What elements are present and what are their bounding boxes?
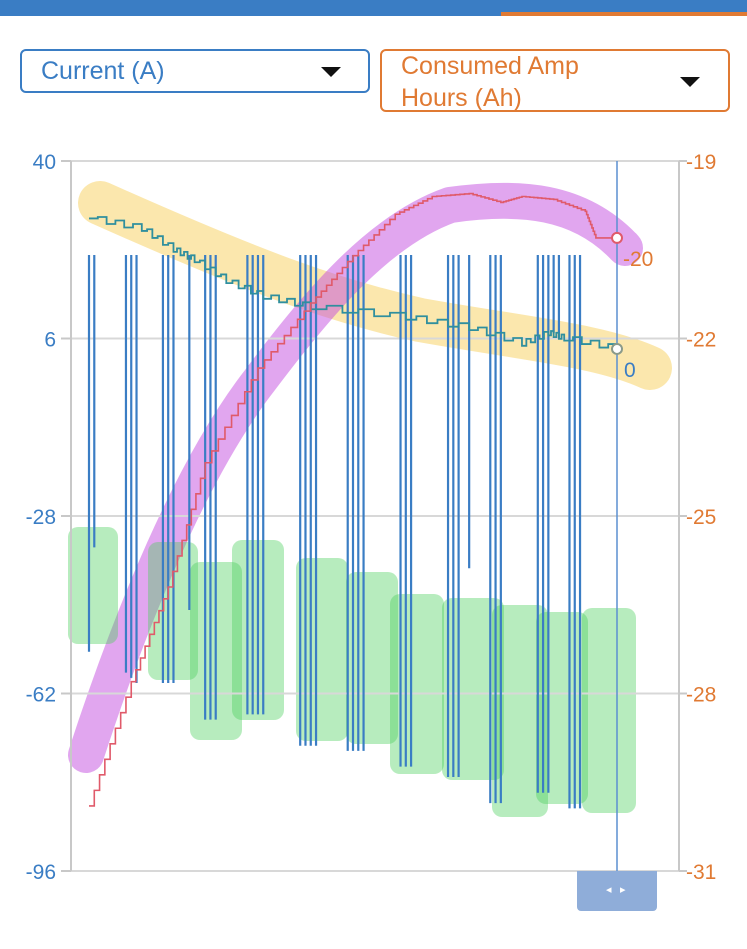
left-axis-tick-label: -62 bbox=[26, 684, 56, 707]
right-axis-selector[interactable]: Consumed Amp Hours (Ah) bbox=[380, 49, 730, 112]
right-axis-tick-label: -22 bbox=[686, 329, 716, 352]
green-highlight-stroke bbox=[390, 594, 444, 774]
right-axis-tick-label: -25 bbox=[686, 506, 716, 529]
yellow-highlight-stroke bbox=[78, 181, 672, 390]
chart-series bbox=[87, 192, 618, 809]
cursor-current-label: 0 bbox=[624, 359, 636, 382]
left-axis-tick-label: -28 bbox=[26, 506, 56, 529]
green-highlight-stroke bbox=[492, 605, 548, 817]
chevron-left-icon: ◂ bbox=[606, 884, 612, 896]
left-axis-selector-label: Current (A) bbox=[41, 57, 165, 85]
right-axis-selector-label: Consumed Amp Hours (Ah) bbox=[401, 52, 579, 112]
cursor-amp-hours-label: -20 bbox=[623, 248, 653, 271]
left-axis-tick-label: 40 bbox=[33, 151, 56, 174]
active-tab-indicator[interactable] bbox=[501, 12, 747, 16]
left-axis-selector[interactable]: Current (A) bbox=[20, 49, 370, 93]
green-highlight-stroke bbox=[582, 608, 636, 813]
green-highlight-stroke bbox=[68, 527, 118, 644]
left-axis-tick-label: -96 bbox=[26, 861, 56, 884]
chevron-right-icon: ▸ bbox=[620, 884, 626, 896]
chart-scroll-handle[interactable]: ◂ ▸ bbox=[577, 871, 657, 911]
cursor-dot-current bbox=[611, 342, 623, 355]
chevron-down-icon bbox=[680, 77, 700, 87]
left-axis-ticks: 40 6 -28 -62 -96 bbox=[26, 151, 71, 884]
right-axis-tick-label: -28 bbox=[686, 684, 716, 707]
right-axis-tick-label: -19 bbox=[686, 151, 716, 174]
chevron-down-icon bbox=[321, 67, 341, 77]
cursor-dot-amp-hours bbox=[611, 231, 623, 244]
right-axis-ticks: -19 -22 -25 -28 -31 bbox=[679, 151, 716, 884]
right-axis-tick-label: -31 bbox=[686, 861, 716, 884]
amp-hours-series-line bbox=[89, 192, 617, 807]
left-axis-tick-label: 6 bbox=[44, 329, 56, 352]
chart-cursor: -20 0 bbox=[611, 161, 653, 871]
green-highlight-stroke bbox=[296, 558, 348, 741]
purple-highlight-stroke bbox=[68, 182, 643, 773]
